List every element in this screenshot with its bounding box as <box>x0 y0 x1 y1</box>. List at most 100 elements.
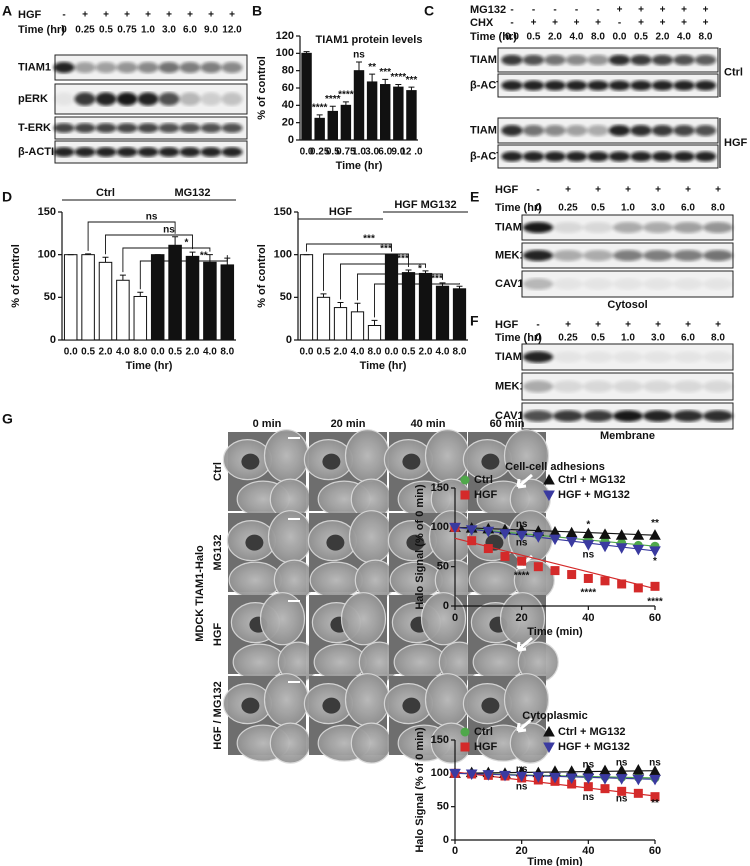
blot-band <box>608 54 631 66</box>
blot-band <box>673 250 703 261</box>
lane-label: + <box>655 320 661 331</box>
blot-band <box>553 351 583 363</box>
lane-label: - <box>618 18 621 29</box>
blot-band <box>703 410 733 422</box>
blot-band <box>703 222 733 233</box>
significance-label: **** <box>338 90 354 101</box>
comparison-bracket <box>139 255 228 290</box>
panel-letter: D <box>2 189 12 205</box>
blot-band <box>158 123 180 133</box>
lane-label: 4.0 <box>677 32 691 43</box>
point <box>582 540 595 551</box>
blot-band <box>613 380 643 393</box>
bar <box>81 254 95 341</box>
legend-label: Ctrl <box>474 474 493 486</box>
bar <box>333 307 348 341</box>
lane-label: 6.0 <box>681 203 695 214</box>
chart-title: TIAM1 protein levels <box>316 34 423 46</box>
cell <box>259 592 306 646</box>
blot-band <box>553 250 583 261</box>
lane-label: + <box>595 320 601 331</box>
lane-label: 1.0 <box>141 25 155 36</box>
arrow <box>516 717 533 733</box>
bar <box>168 244 182 341</box>
x-tick-label: 0.0 <box>64 347 78 358</box>
blot-band <box>565 125 588 136</box>
x-axis-label: Time (min) <box>527 626 583 638</box>
blot-band <box>673 380 703 393</box>
blot-band <box>523 351 553 363</box>
comparison-bracket <box>87 221 176 251</box>
blot-band <box>643 380 673 393</box>
microscopy-panel: 0 min 20 min 40 min 60 min Ctrl MG132 HGF HGF /… <box>194 418 559 764</box>
cell <box>309 561 363 599</box>
point <box>465 525 478 536</box>
cell <box>228 561 282 599</box>
nucleus <box>322 453 341 470</box>
x-tick-label: 0.25 <box>310 147 330 158</box>
blot-band <box>583 380 613 393</box>
y-tick-label: 150 <box>431 734 449 746</box>
x-tick-label: 0.75 <box>336 147 356 158</box>
blot-band <box>673 278 703 290</box>
blot-band <box>630 151 652 162</box>
blot-band <box>613 278 643 290</box>
lane-label: 8.0 <box>699 32 713 43</box>
y-tick-label: 60 <box>282 82 294 94</box>
chart-title: Cytoplasmic <box>522 710 587 722</box>
blot-band <box>553 278 583 290</box>
x-tick-label: 4.0 <box>203 347 217 358</box>
blot-band <box>673 351 703 363</box>
point <box>532 532 545 543</box>
panel-letter: A <box>2 3 12 19</box>
point <box>632 544 645 556</box>
nucleus <box>245 534 264 551</box>
blot-band <box>158 62 180 73</box>
legend-label: Ctrl <box>474 726 493 738</box>
annotation: **** <box>647 597 663 608</box>
blot-band <box>583 250 613 261</box>
error-bar <box>172 236 179 246</box>
x-tick-label: 4.0 <box>436 347 450 358</box>
comparison-label: * <box>418 264 422 275</box>
lane-label: 4.0 <box>570 32 584 43</box>
point <box>482 770 495 781</box>
y-tick-label: 0 <box>443 834 449 846</box>
lane-label: + <box>655 185 661 196</box>
x-tick-label: 40 <box>582 612 594 624</box>
lane-label: + <box>638 5 644 16</box>
point <box>482 526 495 538</box>
blot-row-label: T-ERK <box>18 122 51 134</box>
blot-header-label: MG132 <box>470 4 506 16</box>
lane-label: + <box>166 10 172 21</box>
lane-label: + <box>638 18 644 29</box>
lane-label: + <box>145 10 151 21</box>
comparison-bracket <box>122 247 211 273</box>
point <box>617 579 627 589</box>
error-bar <box>303 51 310 54</box>
legend-marker <box>543 742 555 754</box>
legend-label: Ctrl + MG132 <box>558 726 626 738</box>
blot-band <box>179 147 201 157</box>
blot-header-label: Time (hr) <box>18 24 65 36</box>
error-bar <box>316 114 323 119</box>
blot-band <box>703 380 733 393</box>
cell <box>340 592 387 646</box>
point <box>565 773 578 785</box>
comparison-label: ns <box>146 212 158 223</box>
blot-band <box>116 123 138 133</box>
lane-label: + <box>552 18 558 29</box>
bar <box>353 70 365 141</box>
x-tick-label: 0.0 <box>151 347 165 358</box>
blot-band <box>643 351 673 363</box>
cell <box>348 510 395 564</box>
x-axis-label: Time (hr) <box>126 360 173 372</box>
blot-panel: HGF - + + + + + + + + Time (hr)0 0.25 0.5 0.75 1.0 3.0 6… <box>18 9 248 164</box>
point <box>549 534 561 546</box>
point <box>650 581 660 591</box>
x-axis-label: Time (hr) <box>360 360 407 372</box>
error-bar <box>408 86 415 91</box>
x-tick-label: 8.0 <box>453 347 467 358</box>
blot-header-label: HGF <box>18 9 42 21</box>
